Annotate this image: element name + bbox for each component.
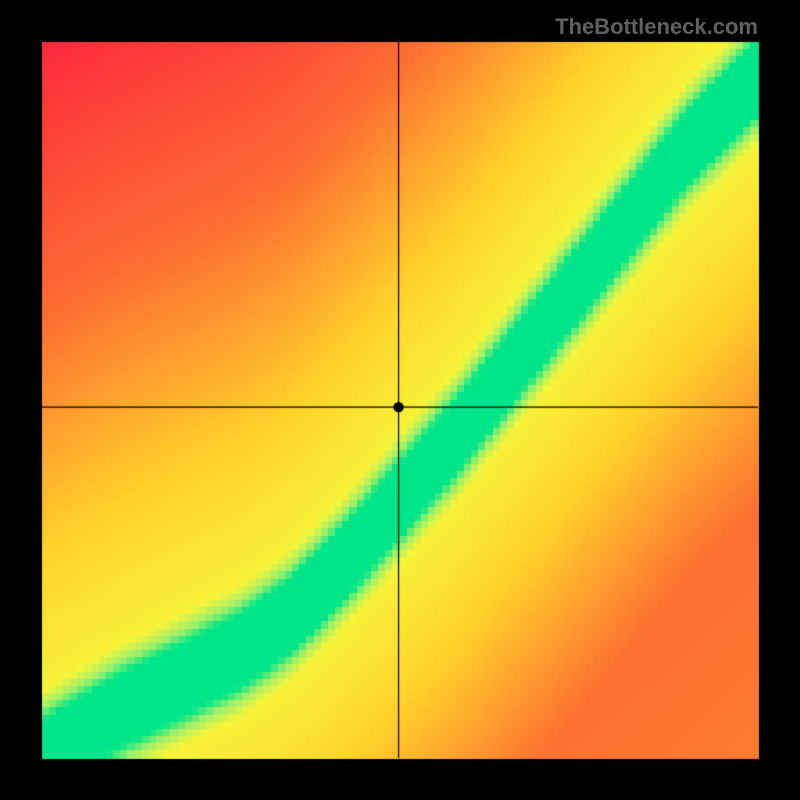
chart-container: TheBottleneck.com [0,0,800,800]
watermark-text: TheBottleneck.com [555,14,758,40]
heatmap-canvas [0,0,800,800]
